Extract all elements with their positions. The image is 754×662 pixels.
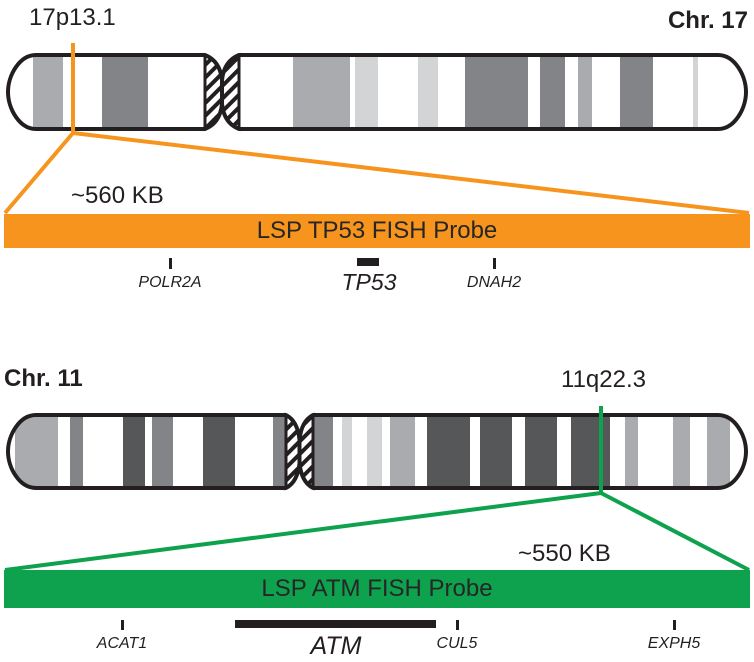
chr17-band <box>33 55 63 129</box>
chr11-band <box>427 415 470 488</box>
chr11-band <box>571 415 610 488</box>
chr11-band <box>525 415 557 488</box>
chr11-band <box>203 415 235 488</box>
chr11-band <box>480 415 512 488</box>
chr17-band <box>620 55 653 129</box>
chr11-band <box>313 415 333 488</box>
chr17-band <box>355 55 378 129</box>
chr11-band <box>15 415 58 488</box>
chr11-band <box>273 415 286 488</box>
chr17-title: Chr. 17 <box>667 7 748 34</box>
chr11-region-size-label: ~550 KB <box>518 540 611 567</box>
chr11-band <box>152 415 173 488</box>
chr11-title: Chr. 11 <box>4 365 83 392</box>
chr17-region-size-label: ~560 KB <box>71 182 164 209</box>
chr11-band <box>390 415 415 488</box>
chr17-chromosome <box>6 52 748 132</box>
chr11-band <box>70 415 83 488</box>
chr11-band <box>673 415 690 488</box>
chr11-probe-bar: LSP ATM FISH Probe <box>4 570 750 608</box>
chr17-band <box>693 55 698 129</box>
chr11-chromosome <box>6 412 748 491</box>
chr17-band <box>540 55 565 129</box>
chr17-probe-bar: LSP TP53 FISH Probe <box>4 214 750 248</box>
chr11-band <box>342 415 352 488</box>
chr11-band <box>625 415 638 488</box>
chr11-band <box>123 415 145 488</box>
chr11-band-group <box>15 415 730 488</box>
chr17-band <box>102 55 148 129</box>
chr11-locus-label: 11q22.3 <box>561 366 646 393</box>
chr17-band <box>578 55 592 129</box>
chr11-band <box>367 415 382 488</box>
chr17-band-group <box>33 55 698 129</box>
chr17-probe-label: LSP TP53 FISH Probe <box>256 217 498 244</box>
chr11-zoom-triangle <box>4 491 750 572</box>
chr11-probe-label: LSP ATM FISH Probe <box>261 575 493 602</box>
chr17-locus-label: 17p13.1 <box>29 4 116 31</box>
chr17-band <box>418 55 438 129</box>
chr17-band <box>293 55 350 129</box>
chr11-band <box>707 415 730 488</box>
chr17-band <box>465 55 528 129</box>
